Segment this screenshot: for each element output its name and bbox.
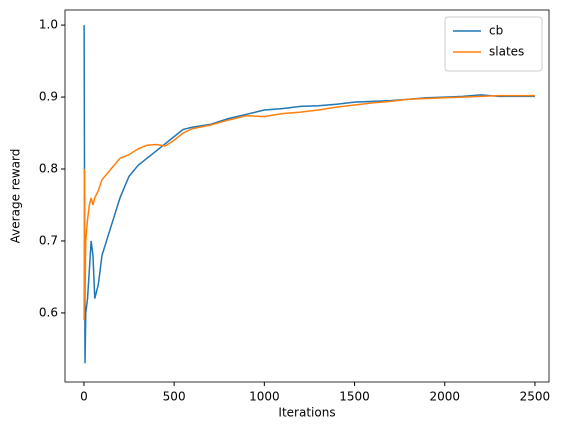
- x-tick-label: 500: [163, 390, 186, 404]
- y-tick-label: 1.0: [39, 18, 58, 32]
- x-tick-label: 1500: [339, 390, 370, 404]
- plot-frame: [64, 9, 550, 383]
- x-tick-label: 2500: [520, 390, 551, 404]
- legend-label: cb: [489, 24, 503, 38]
- y-tick-label: 0.8: [39, 162, 58, 176]
- data-line: [83, 25, 535, 364]
- x-tick-label: 0: [80, 390, 88, 404]
- y-tick-label: 0.6: [39, 305, 58, 319]
- x-axis-label: Iterations: [278, 406, 335, 420]
- y-tick-label: 0.9: [39, 90, 58, 104]
- data-line: [83, 94, 535, 321]
- y-tick-label: 0.7: [39, 233, 58, 247]
- y-axis-label: Average reward: [9, 149, 23, 244]
- x-tick-label: 2000: [429, 390, 460, 404]
- legend-label: slates: [489, 45, 524, 59]
- x-tick-label: 1000: [249, 390, 280, 404]
